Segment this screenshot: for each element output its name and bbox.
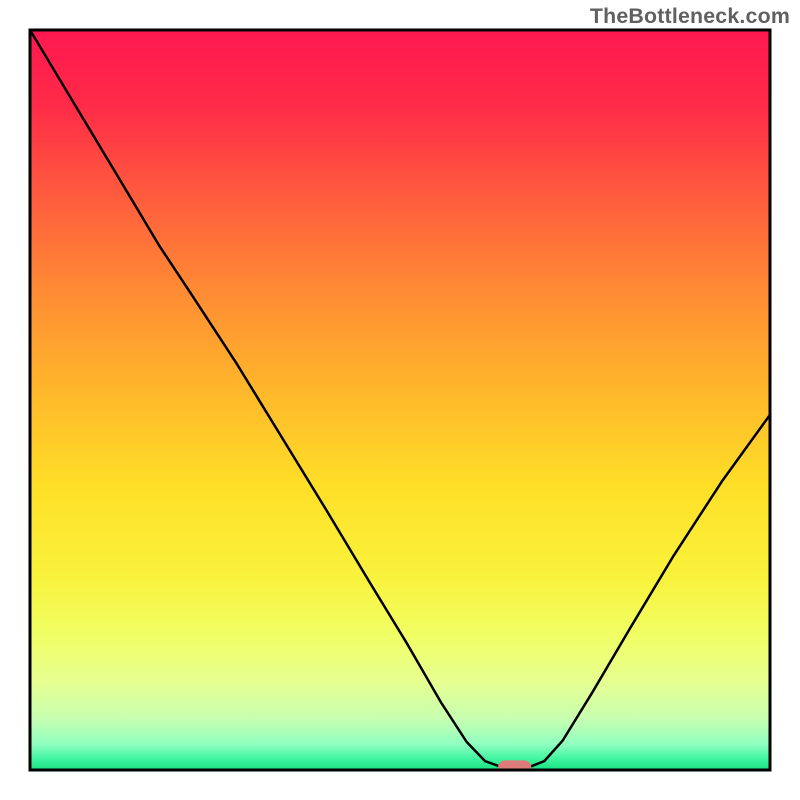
gradient-background [30,30,770,770]
watermark-text: TheBottleneck.com [590,4,790,29]
chart-stage: TheBottleneck.com [0,0,800,800]
bottleneck-chart [0,0,800,800]
optimal-marker [498,760,531,775]
